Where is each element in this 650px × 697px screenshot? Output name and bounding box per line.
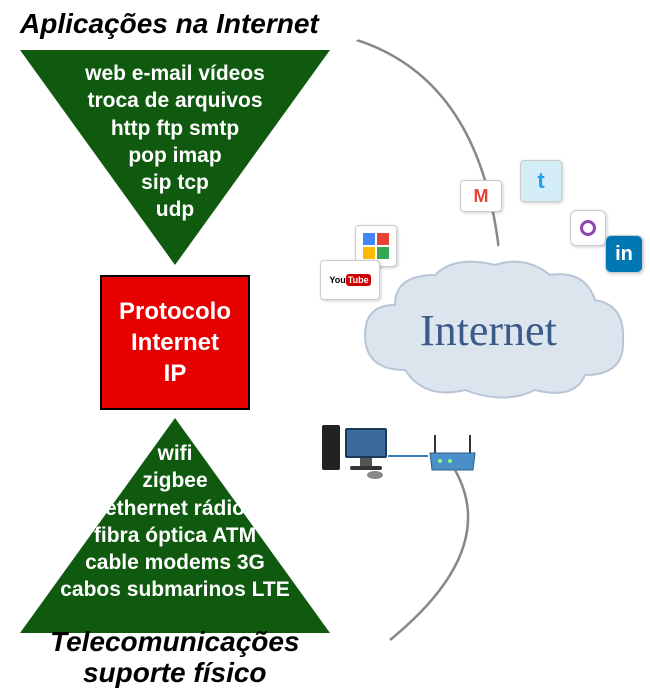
linkedin-icon: in bbox=[605, 235, 643, 273]
curve-top bbox=[300, 20, 550, 270]
telecom-line: fibra óptica ATM bbox=[20, 522, 330, 549]
title-bot-line: suporte físico bbox=[50, 658, 300, 689]
center-line: Internet bbox=[131, 327, 219, 358]
title-applications: Aplicações na Internet bbox=[20, 8, 319, 40]
connection-line bbox=[388, 455, 428, 457]
youtube-icon: YouTube bbox=[320, 260, 380, 300]
gmail-icon: M bbox=[460, 180, 502, 212]
telecom-line: cable modems 3G bbox=[20, 549, 330, 576]
app-line: troca de arquivos bbox=[20, 87, 330, 114]
telecom-line: zigbee bbox=[20, 467, 330, 494]
app-line: web e-mail vídeos bbox=[20, 60, 330, 87]
internet-cloud: Internet bbox=[355, 250, 630, 410]
app-line: pop imap bbox=[20, 142, 330, 169]
cloud-label: Internet bbox=[420, 305, 557, 356]
circle-icon bbox=[570, 210, 606, 246]
telecom-line: cabos submarinos LTE bbox=[20, 576, 330, 603]
title-telecom: Telecomunicações suporte físico bbox=[50, 627, 300, 689]
telecom-line: ethernet rádio bbox=[20, 495, 330, 522]
center-line: Protocolo bbox=[119, 296, 231, 327]
app-line: sip tcp bbox=[20, 169, 330, 196]
title-bot-line: Telecomunicações bbox=[50, 627, 300, 658]
center-line: IP bbox=[164, 358, 187, 389]
twitter-icon: t bbox=[520, 160, 562, 202]
bottom-triangle-text: wifi zigbee ethernet rádio fibra óptica … bbox=[20, 440, 330, 604]
app-line: http ftp smtp bbox=[20, 115, 330, 142]
telecom-line: wifi bbox=[20, 440, 330, 467]
protocol-ip-box: Protocolo Internet IP bbox=[100, 275, 250, 410]
top-triangle-text: web e-mail vídeos troca de arquivos http… bbox=[20, 60, 330, 224]
app-line: udp bbox=[20, 196, 330, 223]
curve-bottom bbox=[380, 460, 580, 660]
